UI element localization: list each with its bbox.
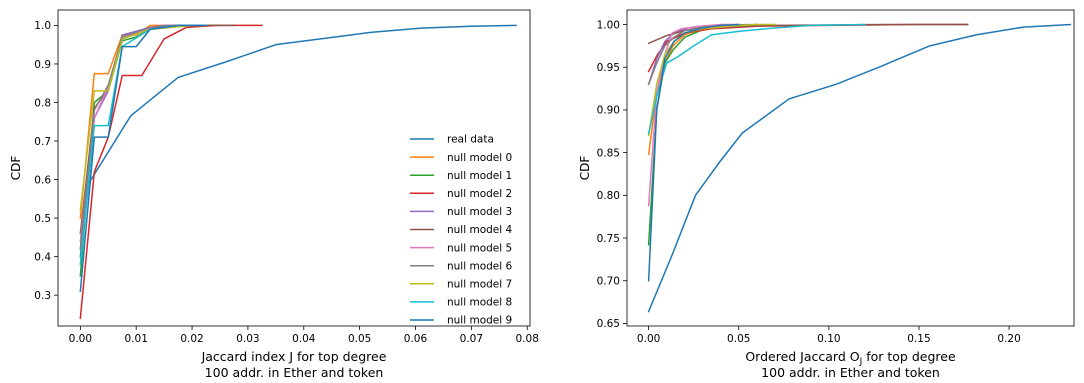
y-tick-label: 1.00 (597, 19, 620, 31)
series-line-0 (647, 23, 1072, 313)
legend-label: null model 6 (447, 260, 513, 272)
legend-label: null model 9 (447, 315, 512, 327)
series-line-10 (79, 24, 207, 293)
legend-label: real data (447, 134, 494, 146)
legend-label: null model 4 (447, 224, 513, 236)
y-tick-label: 0.4 (34, 251, 51, 263)
y-axis-label: CDF (578, 156, 592, 181)
legend-label: null model 1 (447, 170, 512, 182)
x-tick-label: 0.03 (236, 333, 259, 345)
x-tick-label: 0.20 (997, 333, 1020, 345)
y-tick-label: 0.95 (597, 62, 620, 74)
x-tick-label: 0.05 (727, 333, 750, 345)
plot-frame (57, 9, 531, 327)
legend-label: null model 2 (447, 188, 512, 200)
legend-label: null model 0 (447, 152, 512, 164)
left-chart: 0.00 0.01 0.02 0.03 0.04 0.05 0.06 0.07 0.08 0.3 0… (9, 9, 539, 380)
y-tick-label: 0.65 (597, 318, 620, 330)
x-tick-label: 0.06 (404, 333, 428, 345)
legend-label: null model 3 (447, 206, 512, 218)
y-tick-label: 0.70 (597, 276, 620, 288)
plot-frame (626, 9, 1075, 327)
x-tick-label: 0.07 (460, 333, 483, 345)
x-tick-label: 0.05 (348, 333, 371, 345)
x-axis-label-line2: 100 addr. in Ether and token (761, 365, 940, 380)
x-tick-label: 0.15 (907, 333, 930, 345)
legend-label: null model 8 (447, 297, 512, 309)
series-line-10 (647, 23, 740, 282)
legend: real data null model 0 null model 1 null mo… (410, 134, 513, 327)
y-tick-label: 0.85 (597, 147, 620, 159)
x-tick-label: 0.01 (125, 333, 148, 345)
right-chart: 0.00 0.05 0.10 0.15 0.20 0.65 0.70 0.75 0.80 0.85… (578, 9, 1075, 380)
y-tick-label: 0.5 (34, 213, 51, 225)
x-tick-label: 0.08 (516, 333, 539, 345)
series-line-0 (79, 24, 517, 258)
series-line-5 (647, 23, 969, 45)
y-tick-label: 0.3 (34, 290, 51, 302)
x-axis-label-line2: 100 addr. in Ether and token (205, 365, 384, 380)
legend-label: null model 7 (447, 279, 512, 291)
x-tick-label: 0.00 (69, 333, 92, 345)
x-tick-label: 0.02 (180, 333, 203, 345)
y-axis-label: CDF (9, 156, 23, 181)
legend-label: null model 5 (447, 242, 512, 254)
x-axis-label: Ordered Jaccard OJ for top degree (745, 349, 956, 367)
y-tick-label: 0.80 (597, 190, 620, 202)
y-tick-label: 0.8 (34, 97, 51, 109)
series-line-6 (647, 23, 740, 207)
y-tick-label: 1.0 (34, 20, 51, 32)
x-axis-label: Jaccard index J for top degree (201, 349, 387, 364)
y-tick-label: 0.90 (597, 105, 620, 117)
x-tick-label: 0.00 (637, 333, 660, 345)
y-tick-label: 0.75 (597, 233, 620, 245)
y-tick-label: 0.6 (34, 174, 51, 186)
y-tick-label: 0.9 (34, 59, 51, 71)
y-tick-label: 0.7 (34, 136, 51, 148)
x-tick-label: 0.04 (292, 333, 316, 345)
x-tick-label: 0.10 (817, 333, 840, 345)
